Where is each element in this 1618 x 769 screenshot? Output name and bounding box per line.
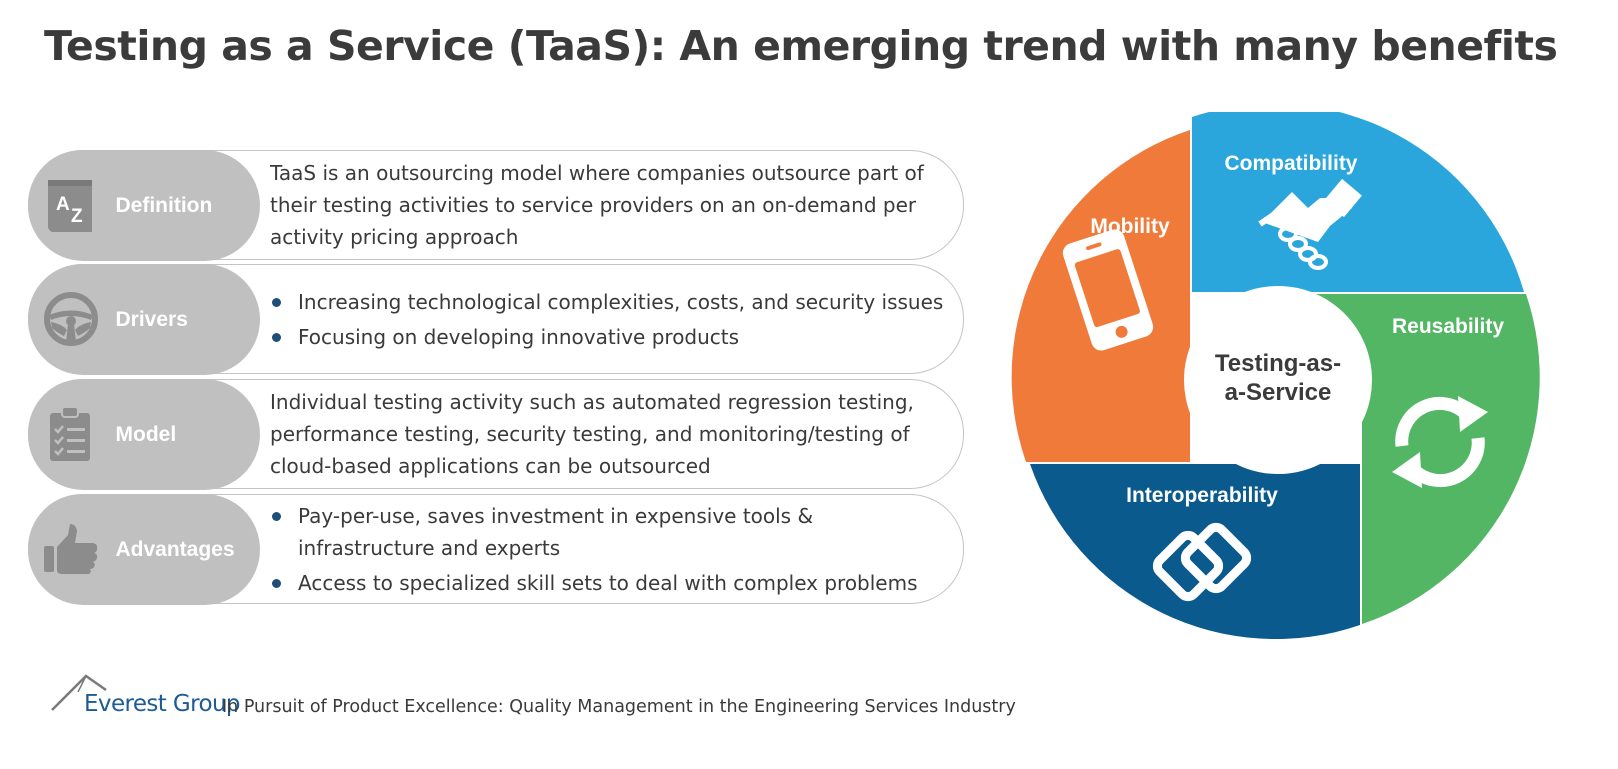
- bullet-item: Focusing on developing innovative produc…: [270, 321, 945, 353]
- svg-text:Z: Z: [71, 206, 83, 227]
- row-model: Model Individual testing activity such a…: [27, 378, 964, 490]
- clipboard-checklist-icon: [49, 405, 90, 461]
- tag-label-advantages: Advantages: [115, 537, 235, 561]
- tag-label-model: Model: [115, 422, 177, 446]
- thumbs-up-icon: [43, 523, 97, 574]
- mountain-logo-icon: [51, 674, 107, 711]
- center-label-line-2: a-Service: [1225, 379, 1332, 406]
- bullet-item: Access to specialized skill sets to deal…: [270, 567, 945, 599]
- label-reusability: Reusability: [1392, 315, 1504, 338]
- footer-caption: In Pursuit of Product Excellence: Qualit…: [222, 697, 1016, 717]
- segment-compatibility: [1192, 112, 1524, 292]
- label-compatibility: Compatibility: [1224, 152, 1357, 175]
- tag-definition: A Z Definition: [27, 149, 260, 261]
- smartphone-icon: [1062, 229, 1154, 351]
- tag-label-definition: Definition: [115, 193, 213, 217]
- model-text: Individual testing activity such as auto…: [270, 390, 914, 478]
- interlinked-chain-icon: [1152, 522, 1252, 602]
- steering-wheel-icon: [43, 291, 98, 346]
- row-drivers: Drivers Increasing technological complex…: [27, 263, 964, 375]
- advantages-bullets: Pay-per-use, saves investment in expensi…: [270, 495, 945, 603]
- definition-text: TaaS is an outsourcing model where compa…: [270, 161, 924, 249]
- label-interoperability: Interoperability: [1126, 484, 1278, 507]
- bullet-item: Pay-per-use, saves investment in expensi…: [270, 500, 945, 564]
- tag-label-drivers: Drivers: [115, 307, 188, 331]
- a-to-z-icon: A Z: [47, 179, 92, 232]
- row-advantages: Advantages Pay-per-use, saves investment…: [27, 493, 964, 605]
- segment-interoperability: [1030, 464, 1360, 640]
- brand-name: Everest Group: [84, 691, 241, 717]
- tag-model: Model: [27, 378, 260, 490]
- refresh-cycle-icon: [1392, 396, 1488, 488]
- handshake-icon: [1258, 178, 1362, 270]
- page-title: Testing as a Service (TaaS): An emerging…: [44, 22, 1558, 70]
- bullet-item: Increasing technological complexities, c…: [270, 286, 945, 318]
- svg-text:A: A: [56, 194, 70, 215]
- row-definition: A Z Definition TaaS is an outsourcing mo…: [27, 149, 964, 261]
- center-circle: [1184, 286, 1372, 474]
- drivers-bullets: Increasing technological complexities, c…: [270, 265, 945, 373]
- tag-advantages: Advantages: [27, 493, 260, 605]
- taas-wheel: Testing-as- a-Service Mobility Compatibi…: [1011, 112, 1540, 640]
- center-label-line-1: Testing-as-: [1215, 350, 1341, 377]
- tag-drivers: Drivers: [27, 263, 260, 375]
